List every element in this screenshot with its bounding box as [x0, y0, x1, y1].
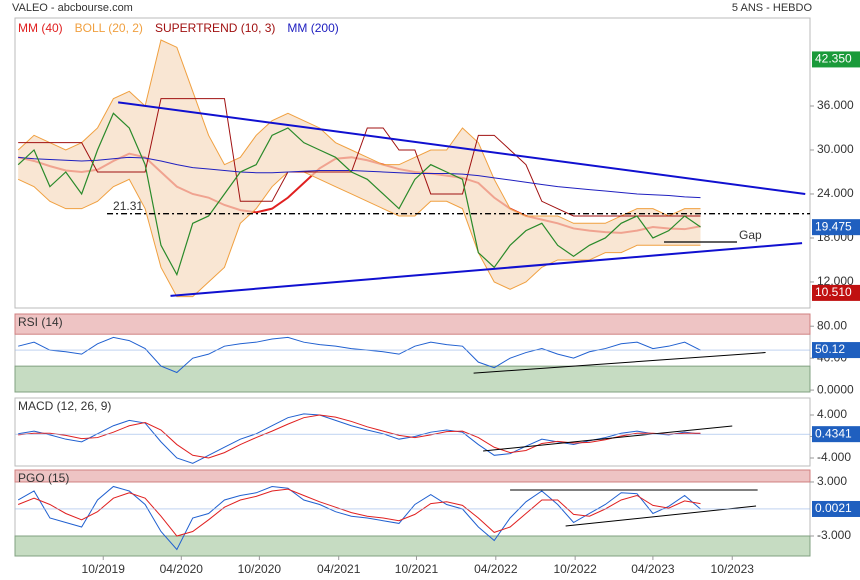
y-tick-label: 4.000	[817, 407, 847, 421]
y-tick-label: -3.000	[817, 528, 851, 542]
legend-entry: SUPERTREND (10, 3)	[155, 21, 275, 35]
legend-entry: MM (200)	[287, 21, 338, 35]
trendline	[118, 101, 806, 195]
bollinger-upper	[17, 39, 701, 224]
annotation: Gap	[739, 228, 762, 242]
x-tick-label: 10/2022	[553, 562, 597, 576]
value-marker-label: 50.12	[815, 342, 845, 356]
y-tick-label: 24.000	[817, 186, 854, 200]
chart-subtitle: 5 ANS - HEBDO	[732, 2, 813, 14]
series-line	[18, 98, 701, 217]
price-line	[17, 112, 701, 277]
value-marker	[812, 219, 860, 236]
y-tick-label: -4.000	[817, 450, 851, 464]
y-tick-label: 30.000	[817, 142, 854, 156]
y-tick-label: 36.000	[817, 98, 854, 112]
x-tick-label: 04/2023	[631, 562, 675, 576]
x-tick-label: 10/2019	[82, 562, 126, 576]
value-marker-label: 42.350	[815, 52, 852, 66]
value-marker	[812, 51, 860, 68]
trendline	[473, 352, 766, 374]
annotation: 21.31	[113, 199, 143, 213]
panel-title: MACD (12, 26, 9)	[18, 399, 111, 413]
series-line	[18, 156, 701, 199]
series-line	[18, 413, 701, 464]
x-tick-label: 04/2021	[317, 562, 361, 576]
overbought-zone	[14, 313, 811, 335]
y-tick-label: 0.0000	[817, 382, 854, 396]
trendline	[170, 242, 803, 297]
value-marker-label: 0.0021	[815, 501, 852, 515]
trendline	[483, 425, 733, 452]
series-line	[17, 488, 701, 537]
chart-title: VALEO - abcbourse.com	[12, 2, 133, 14]
value-marker	[812, 426, 860, 443]
y-tick-label: 80.00	[817, 318, 847, 332]
bollinger-band	[18, 39, 701, 297]
legend-entry: MM (40)	[18, 21, 63, 35]
overbought-zone	[14, 469, 811, 483]
oversold-zone	[14, 365, 811, 393]
bollinger-lower	[17, 171, 701, 298]
oversold-zone	[14, 535, 811, 557]
panel-title: PGO (15)	[18, 471, 69, 485]
x-tick-label: 10/2020	[238, 562, 282, 576]
value-marker	[812, 500, 860, 517]
value-marker-label: 10.510	[815, 285, 852, 299]
y-tick-label: 12.000	[817, 274, 854, 288]
value-marker-label: 19.475	[815, 219, 852, 233]
value-marker	[812, 342, 860, 359]
x-tick-label: 04/2020	[160, 562, 204, 576]
panel	[14, 397, 811, 467]
series-line	[18, 414, 701, 459]
x-tick-label: 04/2022	[474, 562, 518, 576]
series-line	[18, 336, 701, 374]
value-marker	[812, 284, 860, 301]
trendline	[565, 505, 757, 527]
y-tick-label: 3.000	[817, 474, 847, 488]
legend-entry: BOLL (20, 2)	[75, 21, 143, 35]
panel-title: RSI (14)	[18, 315, 63, 329]
x-tick-label: 10/2023	[711, 562, 755, 576]
x-tick-label: 10/2021	[395, 562, 439, 576]
value-marker-label: 0.4341	[815, 426, 852, 440]
